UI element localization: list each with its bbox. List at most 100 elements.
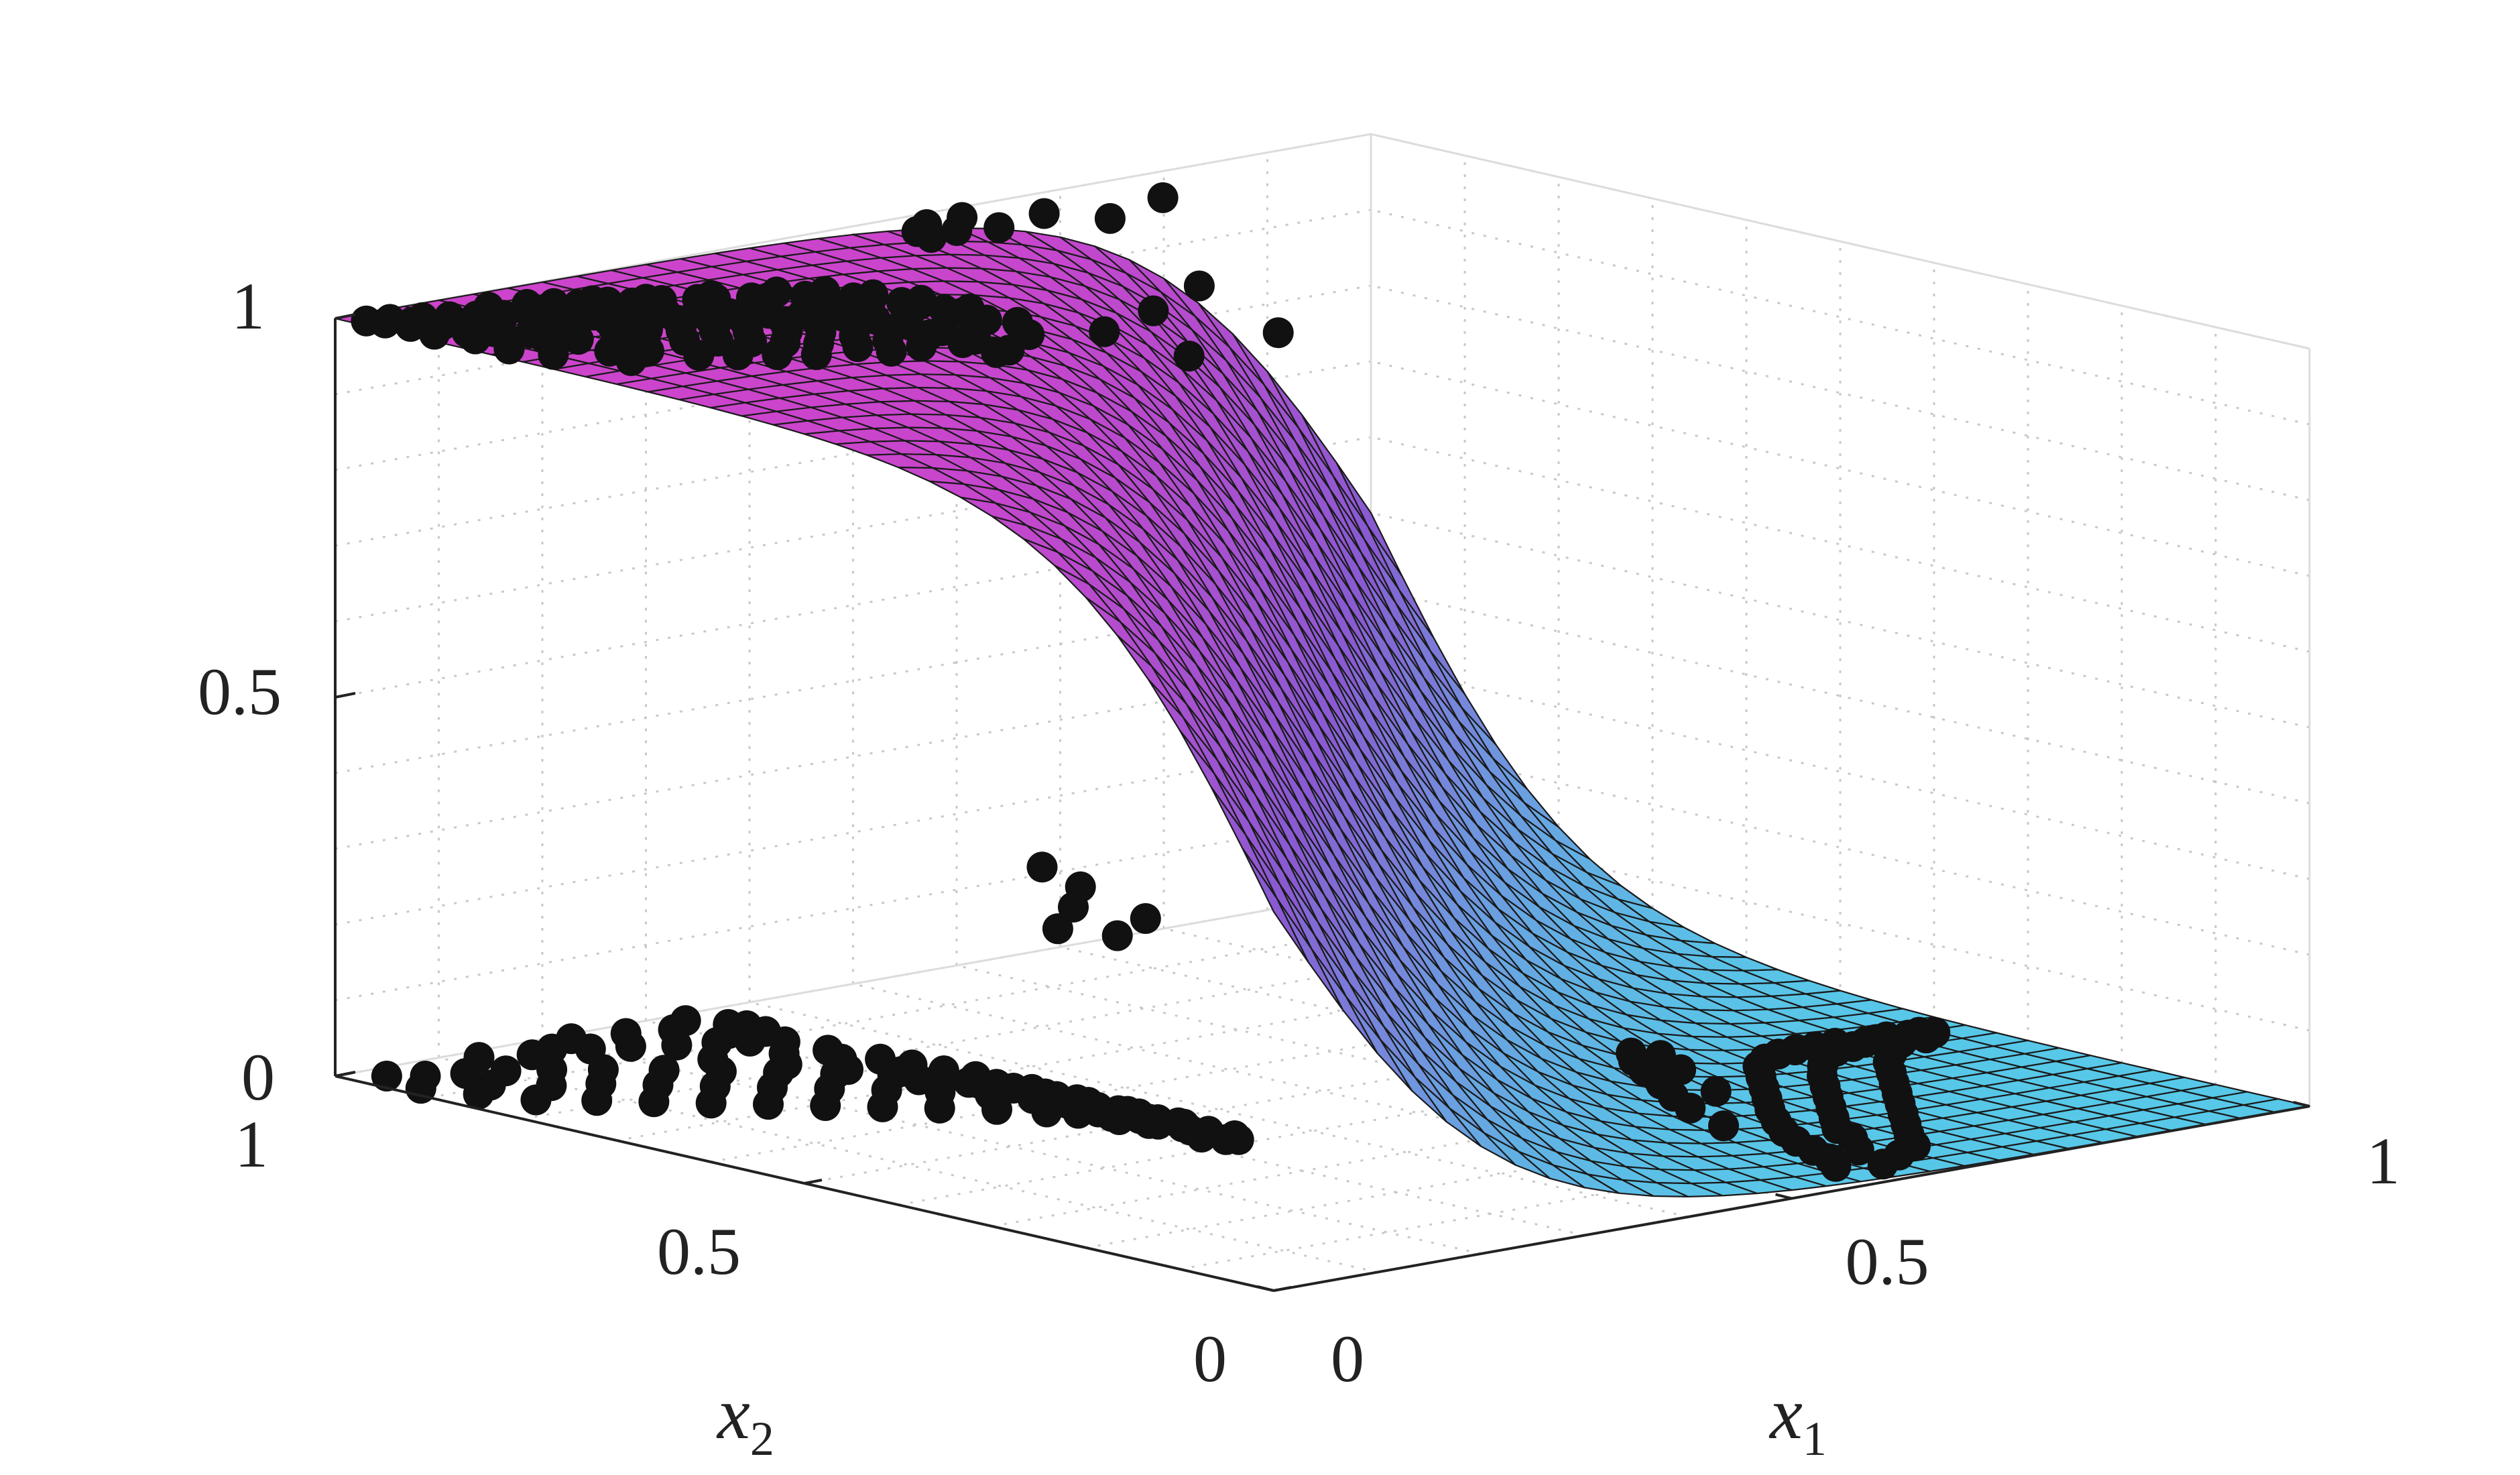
data-point [1223,1124,1254,1155]
data-point [857,279,889,310]
data-point [697,1043,729,1075]
data-point [981,337,1012,368]
data-point [947,202,978,233]
data-point [1089,316,1120,347]
data-point [581,1085,613,1116]
data-point [916,222,947,253]
data-point [800,339,832,370]
data-point [670,1005,701,1037]
wall-grid-line [1370,436,2310,653]
x2-tick [335,1071,353,1077]
data-point [983,212,1015,243]
data-point [810,1090,841,1121]
data-point [371,1061,402,1092]
data-point [511,289,542,320]
axes-layer [334,313,2310,1292]
data-point [1138,295,1169,327]
data-point [419,318,450,350]
data-point [867,1091,898,1122]
data-point [924,1092,955,1124]
bottom-points [371,1005,1254,1155]
data-point [538,339,569,370]
data-point [722,339,754,371]
data-point [771,1049,802,1080]
z-tick-label-1: 1 [231,269,265,343]
data-point [1026,851,1058,883]
data-point [928,1055,959,1087]
x1-tick-label-0: 0 [1331,1321,1364,1396]
data-point [577,285,608,316]
data-point [713,1018,745,1049]
data-point [615,345,647,376]
data-point [562,324,594,355]
data-point [750,1016,782,1047]
data-point [876,335,907,367]
data-point [947,327,979,358]
data-point [954,293,985,324]
data-point [1042,913,1073,945]
z-tick [335,313,356,320]
data-point [463,1042,495,1073]
data-point [1130,903,1161,934]
x1-tick-label-05: 0.5 [1846,1224,1929,1299]
x2-tick-label-1: 1 [235,1107,268,1181]
data-point [1173,341,1205,372]
data-point [1700,1075,1732,1107]
data-point [1094,202,1126,234]
data-point [1034,1087,1065,1118]
data-point [1644,1040,1676,1071]
x1-tick [1775,1193,1792,1200]
data-point [753,1089,784,1120]
data-point [1142,1108,1174,1140]
data-point [695,1087,727,1119]
x2-axis-label: x2 [716,1372,774,1466]
data-point [683,339,715,371]
data-point [906,331,937,362]
wall-grid-line [335,815,1372,1002]
data-point [696,280,727,311]
z-tick-label-05: 0.5 [198,654,282,729]
data-point [1919,1017,1951,1049]
data-point [520,1084,552,1116]
data-point [1708,1110,1739,1142]
x1-tick-label-1: 1 [2366,1124,2400,1198]
data-point [630,284,662,315]
data-point [1183,270,1215,302]
data-point [903,1064,935,1096]
x2-tick-label-05: 0.5 [657,1214,741,1289]
data-point [1616,1037,1647,1069]
z-tick [335,692,356,699]
x1-tick [1257,1285,1274,1292]
data-point [610,1018,642,1049]
data-point [974,1074,1006,1106]
data-point [463,1078,494,1110]
data-point [842,331,874,362]
data-point [556,1023,587,1055]
data-point [1002,306,1033,338]
z-tick-label-0: 0 [241,1040,275,1114]
data-point [1065,871,1096,902]
data-point [761,276,792,308]
data-point [538,288,570,319]
data-point [1147,182,1179,213]
data-point [1262,317,1294,349]
data-point [460,323,491,355]
data-point [735,282,767,314]
data-point [906,284,937,316]
data-point [1028,198,1060,229]
data-point [395,310,426,342]
data-point [369,307,401,339]
x1-tick [2293,1101,2310,1108]
data-point [473,292,504,323]
data-point [809,276,841,307]
data-point [762,339,793,370]
data-point [1103,1104,1135,1135]
data-point [405,1073,436,1104]
data-point [1186,1122,1217,1153]
top-points [351,182,1951,1182]
x2-tick-label-0: 0 [1193,1321,1227,1396]
data-point [638,1086,670,1118]
data-point [1101,920,1133,951]
data-point [833,1054,863,1085]
